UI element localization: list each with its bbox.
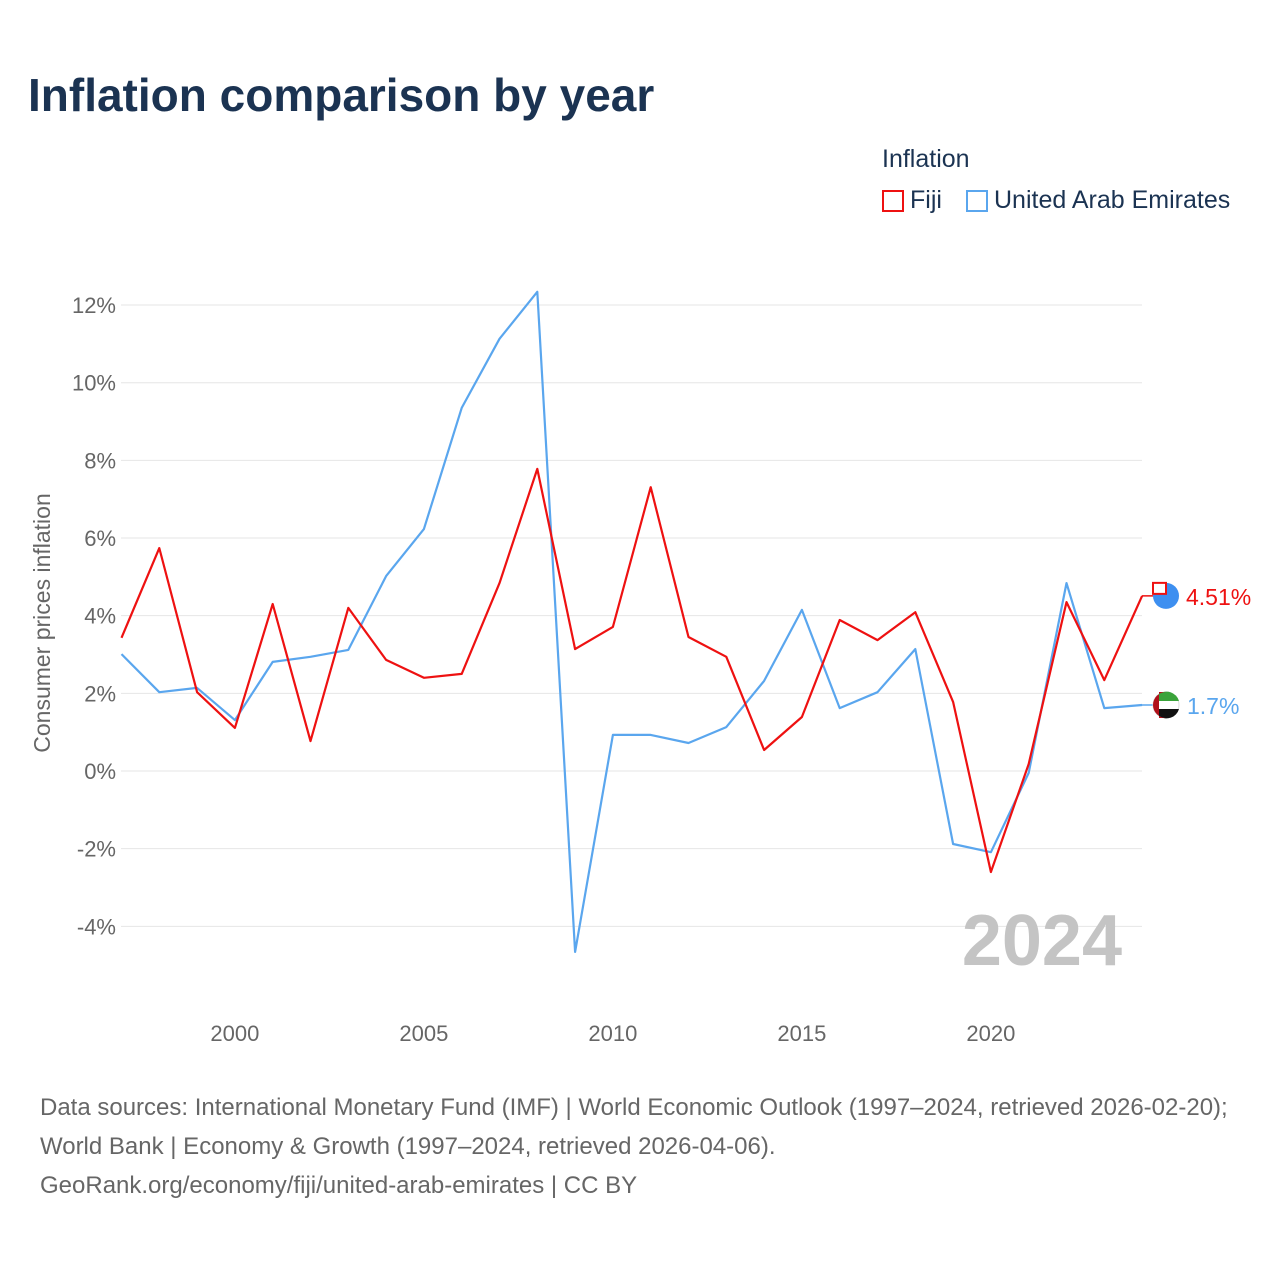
legend-swatch-uae: [966, 189, 988, 212]
y-tick-label: 4%: [84, 604, 116, 629]
y-tick-label: 6%: [84, 526, 116, 551]
uae-flag-black: [1159, 708, 1179, 719]
fiji-flag-union: [1152, 581, 1167, 595]
x-tick-label: 2010: [588, 1021, 637, 1046]
source-text: Data sources: International Monetary Fun…: [40, 1094, 1228, 1160]
uae-flag-red: [1153, 691, 1166, 718]
legend-title: Inflation: [882, 145, 970, 173]
x-tick-label: 2015: [777, 1021, 826, 1046]
y-tick-label: 2%: [84, 681, 116, 706]
x-tick-label: 2020: [966, 1021, 1015, 1046]
series-line-uae: [120, 290, 1143, 954]
year-annotation: 2024: [962, 901, 1122, 981]
end-label-uae: 1.7%: [1187, 693, 1239, 719]
y-tick-label: -2%: [77, 837, 116, 862]
legend-item-fiji[interactable]: Fiji: [882, 186, 942, 215]
legend-item-uae[interactable]: United Arab Emirates: [966, 186, 1230, 215]
chart-title: Inflation comparison by year: [28, 69, 655, 121]
y-tick-label: 10%: [72, 371, 116, 396]
x-tick-label: 2005: [399, 1021, 448, 1046]
uae-flag-green: [1159, 691, 1179, 701]
y-tick-label: 8%: [84, 448, 116, 473]
legend-swatch-fiji: [882, 189, 904, 212]
legend-label: United Arab Emirates: [994, 186, 1231, 214]
data-source-note: Data sources: International Monetary Fun…: [40, 1088, 1250, 1205]
legend-label: Fiji: [910, 186, 942, 214]
y-tick-label: -4%: [77, 914, 116, 939]
series-line-fiji: [120, 467, 1144, 874]
y-tick-label: 12%: [72, 293, 116, 318]
x-tick-label: 2000: [210, 1021, 259, 1046]
y-axis-label: Consumer prices inflation: [29, 493, 55, 753]
y-tick-label: 0%: [84, 759, 116, 784]
source-link[interactable]: GeoRank.org/economy/fiji/united-arab-emi…: [40, 1172, 638, 1199]
end-label-fiji: 4.51%: [1186, 584, 1251, 610]
